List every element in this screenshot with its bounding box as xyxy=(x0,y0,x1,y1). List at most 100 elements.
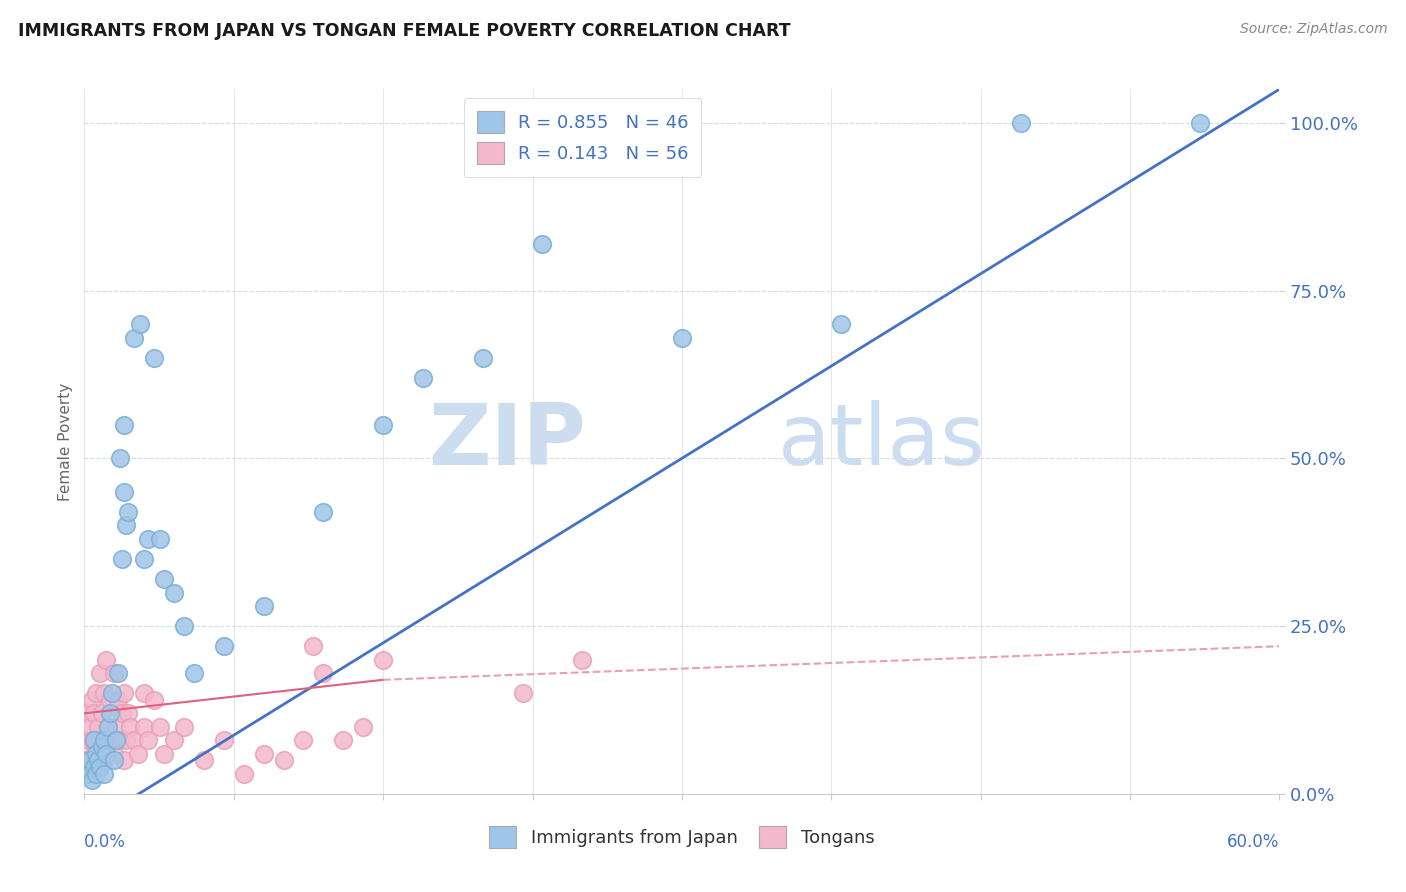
Point xyxy=(122,733,145,747)
Text: ZIP: ZIP xyxy=(429,400,586,483)
Point xyxy=(115,518,138,533)
Point xyxy=(87,753,110,767)
Point xyxy=(1010,116,1032,130)
Point xyxy=(127,747,149,761)
Point xyxy=(173,720,195,734)
Point xyxy=(120,720,142,734)
Point xyxy=(83,706,105,721)
Point xyxy=(82,693,104,707)
Point xyxy=(412,371,434,385)
Point xyxy=(82,773,104,788)
Text: IMMIGRANTS FROM JAPAN VS TONGAN FEMALE POVERTY CORRELATION CHART: IMMIGRANTS FROM JAPAN VS TONGAN FEMALE P… xyxy=(18,22,792,40)
Point xyxy=(232,766,254,780)
Point xyxy=(98,706,121,721)
Point xyxy=(132,552,156,566)
Point xyxy=(103,747,125,761)
Point xyxy=(97,720,120,734)
Point xyxy=(212,733,235,747)
Point xyxy=(373,417,395,432)
Point xyxy=(129,317,152,331)
Point xyxy=(132,686,156,700)
Point xyxy=(103,666,125,681)
Point xyxy=(115,733,138,747)
Point xyxy=(96,653,118,667)
Point xyxy=(83,747,105,761)
Point xyxy=(91,706,114,721)
Point xyxy=(89,666,111,681)
Point xyxy=(97,720,120,734)
Point xyxy=(89,733,111,747)
Point xyxy=(83,733,105,747)
Point xyxy=(112,484,135,499)
Point xyxy=(93,766,115,780)
Point xyxy=(103,753,125,767)
Point xyxy=(163,733,186,747)
Point xyxy=(149,532,172,546)
Point xyxy=(136,532,159,546)
Point xyxy=(89,760,111,774)
Point xyxy=(212,639,235,653)
Point xyxy=(471,351,494,365)
Point xyxy=(273,753,295,767)
Point xyxy=(117,505,139,519)
Point xyxy=(153,747,176,761)
Point xyxy=(153,572,176,586)
Point xyxy=(96,733,118,747)
Point xyxy=(312,666,335,681)
Point xyxy=(183,666,205,681)
Point xyxy=(571,653,593,667)
Point xyxy=(112,417,135,432)
Point xyxy=(111,552,134,566)
Point xyxy=(79,753,101,767)
Point xyxy=(105,720,128,734)
Point xyxy=(107,693,129,707)
Point xyxy=(373,653,395,667)
Point xyxy=(253,599,276,613)
Point xyxy=(93,733,115,747)
Point xyxy=(512,686,534,700)
Text: atlas: atlas xyxy=(778,400,986,483)
Point xyxy=(86,747,108,761)
Point xyxy=(531,236,554,251)
Point xyxy=(132,720,156,734)
Point xyxy=(107,666,129,681)
Point xyxy=(117,706,139,721)
Text: 60.0%: 60.0% xyxy=(1227,832,1279,851)
Point xyxy=(302,639,325,653)
Point xyxy=(93,753,115,767)
Point xyxy=(110,451,132,466)
Point xyxy=(136,733,159,747)
Point xyxy=(82,733,104,747)
Point xyxy=(91,739,114,754)
Point xyxy=(86,766,108,780)
Point xyxy=(86,753,108,767)
Point xyxy=(112,753,135,767)
Point xyxy=(101,733,124,747)
Point xyxy=(143,351,166,365)
Point xyxy=(111,706,134,721)
Point xyxy=(332,733,354,747)
Text: 0.0%: 0.0% xyxy=(84,832,127,851)
Y-axis label: Female Poverty: Female Poverty xyxy=(58,383,73,500)
Point xyxy=(173,619,195,633)
Point xyxy=(149,720,172,734)
Point xyxy=(77,733,100,747)
Point xyxy=(77,706,100,721)
Point xyxy=(143,693,166,707)
Point xyxy=(312,505,335,519)
Legend: Immigrants from Japan, Tongans: Immigrants from Japan, Tongans xyxy=(482,819,882,855)
Point xyxy=(93,686,115,700)
Point xyxy=(163,585,186,599)
Point xyxy=(79,720,101,734)
Point xyxy=(830,317,852,331)
Point xyxy=(86,686,108,700)
Point xyxy=(101,686,124,700)
Point xyxy=(77,766,100,780)
Point xyxy=(83,760,105,774)
Point xyxy=(105,733,128,747)
Text: Source: ZipAtlas.com: Source: ZipAtlas.com xyxy=(1240,22,1388,37)
Point xyxy=(98,693,121,707)
Point xyxy=(79,753,101,767)
Point xyxy=(352,720,374,734)
Point xyxy=(292,733,315,747)
